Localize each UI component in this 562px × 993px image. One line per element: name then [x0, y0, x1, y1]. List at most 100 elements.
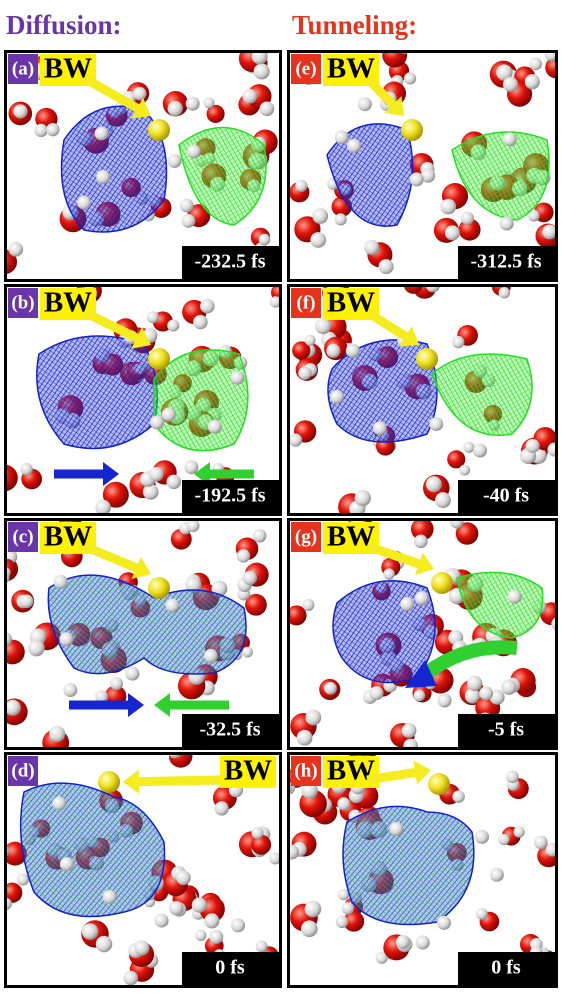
hydrogen-atom	[464, 442, 475, 453]
panel: (f)BW-40 fs	[287, 267, 562, 528]
hydrogen-atom	[336, 916, 348, 928]
hydrogen-atom	[337, 797, 350, 810]
hydrogen-atom	[404, 72, 416, 84]
hydrogen-atom	[440, 199, 456, 215]
hydrogen-atom	[8, 242, 23, 257]
hydrogen-atom	[95, 500, 111, 516]
hydrogen-atom	[400, 597, 414, 611]
hydrogen-atom	[301, 920, 318, 937]
hydrogen-atom	[193, 315, 208, 330]
hydrogen-atom	[473, 444, 487, 458]
hydrogen-atom	[63, 683, 77, 697]
hydrogen-atom	[49, 726, 65, 742]
time-label: -40 fs	[483, 485, 529, 507]
hydrogen-atom	[414, 534, 428, 548]
hydrogen-atom	[182, 214, 196, 228]
hydrogen-atom	[204, 649, 218, 663]
hydrogen-atom	[373, 421, 387, 435]
hydrogen-atom	[260, 101, 275, 116]
hydrogen-atom	[526, 439, 540, 453]
hydrogen-atom	[429, 417, 443, 431]
hydrogen-atom	[450, 515, 464, 529]
hydrogen-atom	[529, 58, 542, 71]
hydrogen-atom	[82, 923, 98, 939]
bw-tag: BW	[224, 755, 272, 787]
hydrogen-atom	[187, 144, 201, 158]
hydrogen-atom	[231, 918, 245, 932]
hydrogen-atom	[459, 465, 470, 476]
panel: (b)BW-192.5 fs	[0, 270, 293, 525]
pointer-arrow	[139, 780, 220, 782]
hydrogen-atom	[133, 87, 146, 100]
hydrogen-atom	[475, 830, 489, 844]
hydrogen-atom	[355, 490, 371, 506]
hydrogen-atom	[479, 686, 493, 700]
panel: (c)BW-32.5 fs	[0, 516, 282, 762]
hydrogen-atom	[242, 647, 253, 658]
hydrogen-atom	[295, 180, 307, 192]
hydrogen-atom	[330, 390, 344, 404]
hydrogen-atom	[253, 529, 267, 543]
hydrogen-atom	[230, 371, 244, 385]
bw-atom	[416, 348, 438, 370]
hydrogen-atom	[500, 217, 514, 231]
hydrogen-atom	[209, 930, 223, 944]
hydrogen-atom	[346, 344, 360, 358]
hydrogen-atom	[0, 263, 3, 276]
hydrogen-atom	[476, 908, 488, 920]
hydrogen-atom	[467, 676, 482, 691]
hydrogen-atom	[525, 74, 540, 89]
time-label: -192.5 fs	[194, 485, 265, 507]
hydrogen-atom	[298, 366, 311, 379]
hydrogen-atom	[403, 739, 418, 754]
oxygen-atom	[382, 43, 407, 68]
hydrogen-atom	[297, 730, 313, 746]
hydrogen-atom	[96, 936, 112, 952]
panel-label: (e)	[295, 58, 316, 79]
hydrogen-atom	[192, 898, 207, 913]
hydrogen-atom	[96, 170, 110, 184]
hydrogen-atom	[501, 680, 516, 695]
hydrogen-atom	[256, 941, 268, 953]
hydrogen-atom	[324, 682, 337, 695]
hydrogen-atom	[17, 873, 29, 885]
hydrogen-atom	[169, 901, 183, 915]
hydrogen-atom	[166, 598, 180, 612]
bw-atom	[428, 773, 450, 795]
hydrogen-atom	[435, 492, 451, 508]
hydrogen-atom	[508, 590, 522, 604]
figure: Diffusion: Tunneling: (a)BW-232.5 fs(e)B…	[0, 0, 562, 993]
hydrogen-atom	[402, 723, 417, 738]
hydrogen-atom	[312, 208, 328, 224]
panel: (e)BW-312.5 fs	[287, 39, 562, 298]
hydrogen-atom	[149, 467, 164, 482]
hydrogen-atom	[310, 232, 326, 248]
hydrogen-atom	[95, 126, 109, 140]
hydrogen-atom	[503, 132, 517, 146]
hydrogen-atom	[499, 287, 510, 298]
hydrogen-atom	[59, 632, 73, 646]
panel-label: (g)	[295, 526, 317, 547]
hydrogen-atom	[123, 971, 138, 986]
bw-atom	[148, 119, 170, 141]
hydrogen-atom	[168, 154, 182, 168]
bw-atom	[401, 119, 423, 141]
hydrogen-atom	[34, 124, 47, 137]
hydrogen-atom	[315, 318, 331, 334]
panel-label: (a)	[12, 58, 34, 79]
bw-atom	[98, 771, 120, 793]
hydrogen-atom	[162, 408, 176, 422]
hydrogen-atom	[187, 519, 200, 532]
hydrogen-atom	[284, 845, 299, 860]
hydrogen-atom	[542, 224, 557, 239]
bw-atom	[148, 577, 170, 599]
hydrogen-atom	[5, 700, 21, 716]
charge-density	[343, 806, 474, 924]
time-label: 0 fs	[491, 957, 521, 979]
hydrogen-atom	[534, 835, 548, 849]
hydrogen-atom	[204, 97, 215, 108]
hydrogen-atom	[498, 834, 509, 845]
hydrogen-atom	[514, 826, 525, 837]
hydrogen-atom	[302, 599, 314, 611]
hydrogen-atom	[305, 901, 322, 918]
